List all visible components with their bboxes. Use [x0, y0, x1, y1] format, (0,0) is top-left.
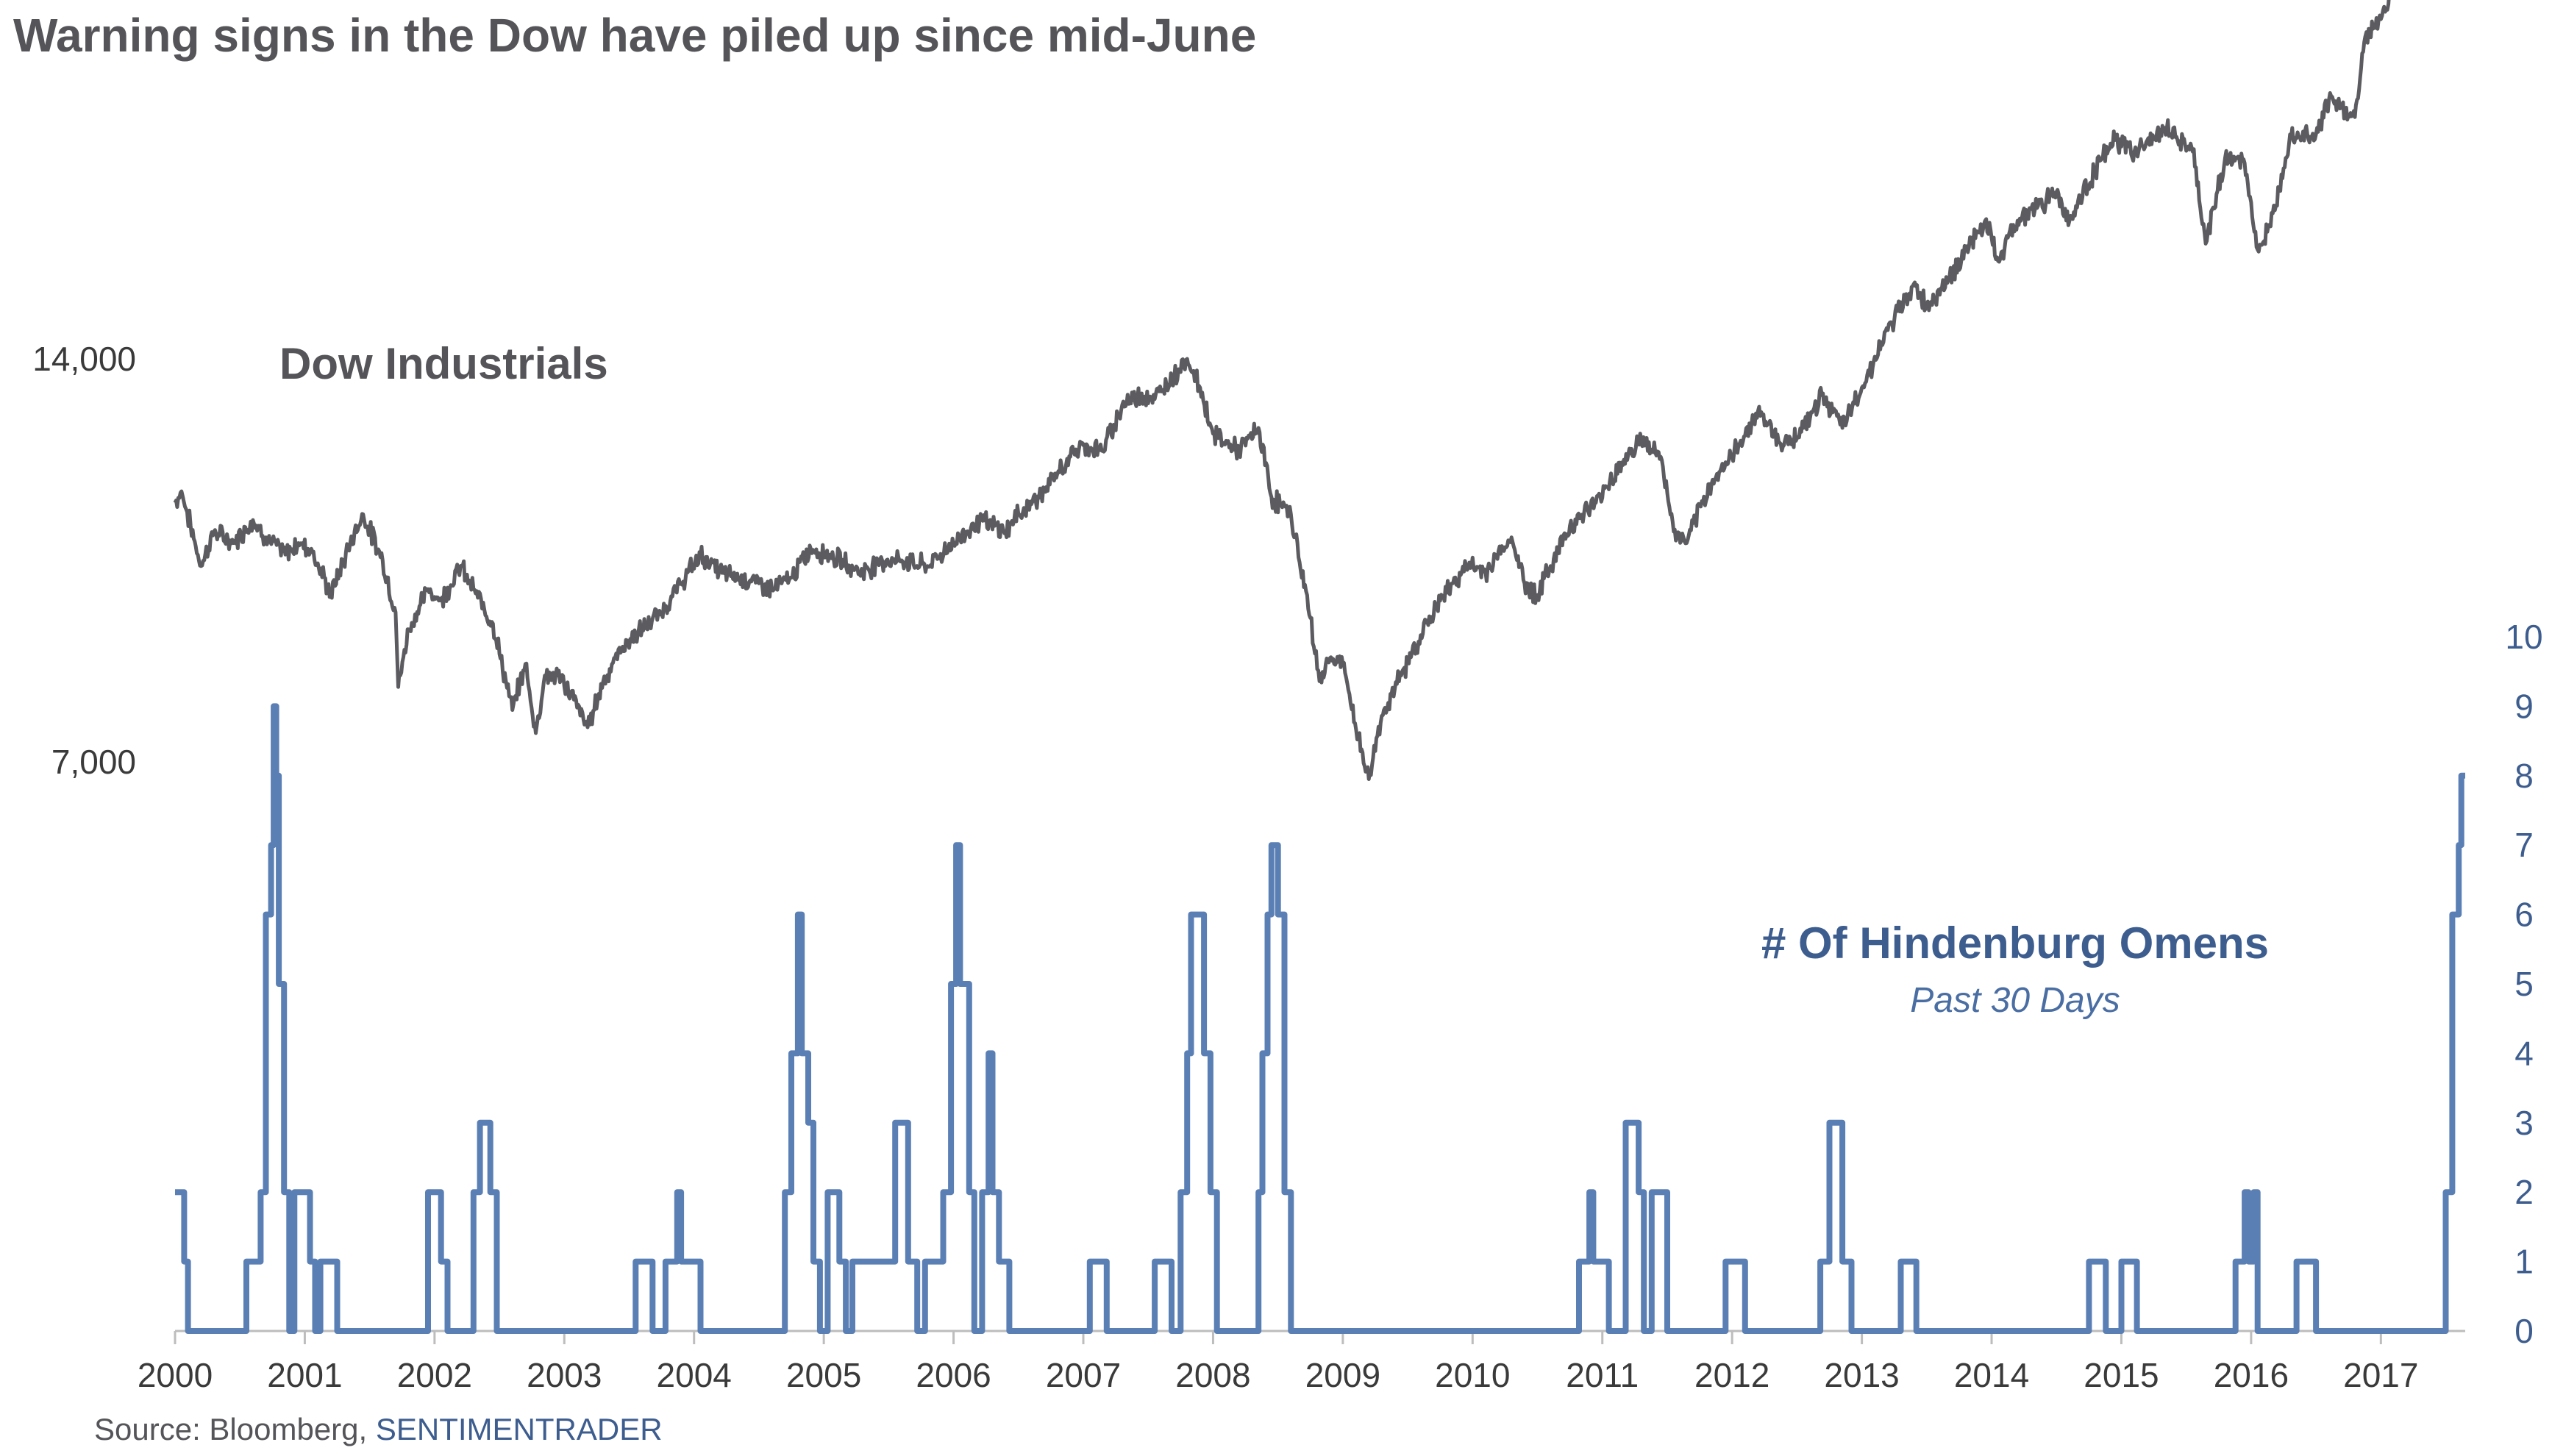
x-tick-label: 2015	[2084, 1356, 2159, 1394]
x-tick-label: 2001	[267, 1356, 342, 1394]
y-right-tick-label: 4	[2514, 1034, 2534, 1072]
y-right-tick-label: 1	[2514, 1243, 2534, 1281]
hindenburg-series-label: # Of Hindenburg Omens	[1761, 918, 2269, 968]
y-left-tick-label: 7,000	[51, 743, 136, 781]
y-left-axis: 7,000 14,000	[32, 340, 136, 781]
y-right-tick-label: 0	[2514, 1312, 2534, 1350]
x-tick-label: 2003	[527, 1356, 602, 1394]
x-tick-label: 2009	[1305, 1356, 1380, 1394]
dow-series-label: Dow Industrials	[279, 339, 608, 388]
x-tick-label: 2008	[1175, 1356, 1250, 1394]
x-tick-label: 2002	[397, 1356, 472, 1394]
y-right-tick-label: 5	[2514, 965, 2534, 1003]
chart-title: Warning signs in the Dow have piled up s…	[13, 9, 1256, 62]
y-right-tick-label: 7	[2514, 826, 2534, 864]
x-tick-label: 2014	[1954, 1356, 2029, 1394]
y-right-tick-label: 10	[2505, 618, 2542, 656]
x-tick-label: 2012	[1694, 1356, 1769, 1394]
source-brand: SENTIMENTRADER	[376, 1412, 663, 1446]
y-right-tick-label: 2	[2514, 1173, 2534, 1211]
x-tick-label: 2004	[657, 1356, 732, 1394]
source-note: Source: Bloomberg, SENTIMENTRADER	[94, 1412, 663, 1446]
source-prefix: Source: Bloomberg,	[94, 1412, 376, 1446]
x-tick-label: 2017	[2343, 1356, 2418, 1394]
x-tick-label: 2005	[786, 1356, 861, 1394]
x-tick-label: 2011	[1566, 1356, 1639, 1394]
y-left-tick-label: 14,000	[32, 340, 136, 378]
y-right-tick-label: 8	[2514, 757, 2534, 795]
y-right-tick-label: 6	[2514, 896, 2534, 934]
x-tick-label: 2000	[138, 1356, 213, 1394]
dow-series-line	[173, 0, 2391, 781]
x-tick-label: 2006	[916, 1356, 991, 1394]
x-tick-label: 2016	[2214, 1356, 2289, 1394]
x-tick-label: 2010	[1435, 1356, 1510, 1394]
x-tick-label: 2007	[1046, 1356, 1121, 1394]
y-right-tick-label: 3	[2514, 1104, 2534, 1142]
y-right-tick-label: 9	[2514, 687, 2534, 725]
hindenburg-series-subtitle: Past 30 Days	[1910, 981, 2120, 1020]
y-right-axis: 0 1 2 3 4 5 6 7 8 9 10	[2505, 618, 2542, 1350]
x-tick-label: 2013	[1824, 1356, 1899, 1394]
hindenburg-series-line	[175, 703, 2465, 1334]
x-axis: 2000 2001 2002 2003 2004 2005 2006 2007 2008 2009…	[138, 1330, 2465, 1394]
